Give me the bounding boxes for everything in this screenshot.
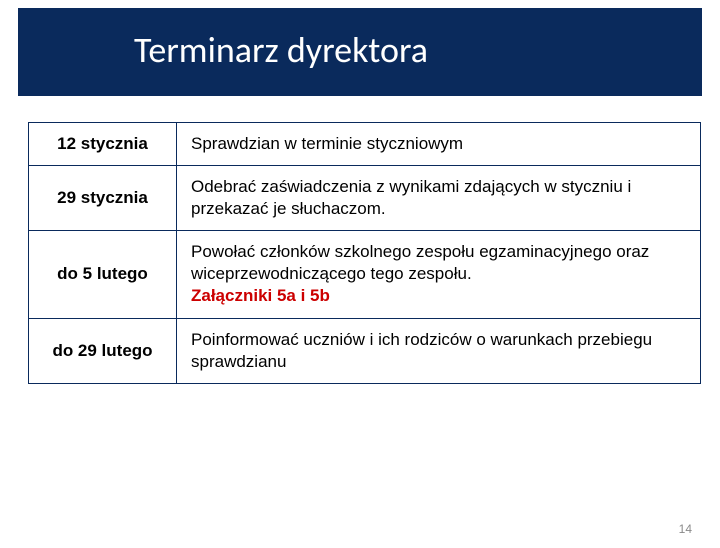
title-bar: Terminarz dyrektora xyxy=(18,8,702,96)
desc-cell: Powołać członków szkolnego zespołu egzam… xyxy=(177,231,701,318)
table-row: 29 stycznia Odebrać zaświadczenia z wyni… xyxy=(29,166,701,231)
date-cell: do 29 lutego xyxy=(29,318,177,383)
desc-text: Powołać członków szkolnego zespołu egzam… xyxy=(191,242,649,283)
desc-cell: Poinformować uczniów i ich rodziców o wa… xyxy=(177,318,701,383)
attachment-highlight: Załączniki 5a i 5b xyxy=(191,286,330,305)
date-cell: do 5 lutego xyxy=(29,231,177,318)
desc-cell: Sprawdzian w terminie styczniowym xyxy=(177,123,701,166)
date-cell: 12 stycznia xyxy=(29,123,177,166)
table-row: do 5 lutego Powołać członków szkolnego z… xyxy=(29,231,701,318)
schedule-table: 12 stycznia Sprawdzian w terminie styczn… xyxy=(28,122,701,384)
table-row: 12 stycznia Sprawdzian w terminie styczn… xyxy=(29,123,701,166)
table-row: do 29 lutego Poinformować uczniów i ich … xyxy=(29,318,701,383)
page-title: Terminarz dyrektora xyxy=(18,8,702,96)
date-cell: 29 stycznia xyxy=(29,166,177,231)
page-number: 14 xyxy=(679,522,692,536)
desc-cell: Odebrać zaświadczenia z wynikami zdający… xyxy=(177,166,701,231)
